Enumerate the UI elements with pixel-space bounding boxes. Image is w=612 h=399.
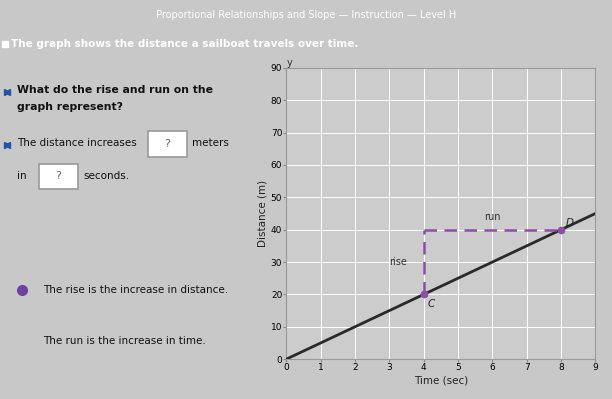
X-axis label: Time (sec): Time (sec) — [414, 375, 468, 385]
Text: The run is the increase in time.: The run is the increase in time. — [43, 336, 206, 346]
Text: y: y — [286, 58, 292, 68]
Text: Proportional Relationships and Slope — Instruction — Level H: Proportional Relationships and Slope — I… — [156, 10, 456, 20]
Text: The distance increases: The distance increases — [17, 138, 136, 148]
Text: D: D — [565, 218, 573, 228]
Text: C: C — [428, 299, 435, 309]
Text: The rise is the increase in distance.: The rise is the increase in distance. — [43, 284, 228, 295]
Text: What do the rise and run on the: What do the rise and run on the — [17, 85, 213, 95]
Text: rise: rise — [389, 257, 408, 267]
Text: ?: ? — [56, 172, 61, 182]
Y-axis label: Distance (m): Distance (m) — [258, 180, 268, 247]
Text: meters: meters — [192, 138, 229, 148]
Text: The graph shows the distance a sailboat travels over time.: The graph shows the distance a sailboat … — [11, 39, 359, 49]
Text: seconds.: seconds. — [83, 170, 130, 181]
Text: ?: ? — [164, 139, 170, 149]
FancyBboxPatch shape — [39, 164, 78, 189]
Text: run: run — [484, 211, 501, 221]
FancyBboxPatch shape — [147, 131, 187, 157]
Text: in: in — [17, 170, 26, 181]
Text: graph represent?: graph represent? — [17, 102, 123, 113]
